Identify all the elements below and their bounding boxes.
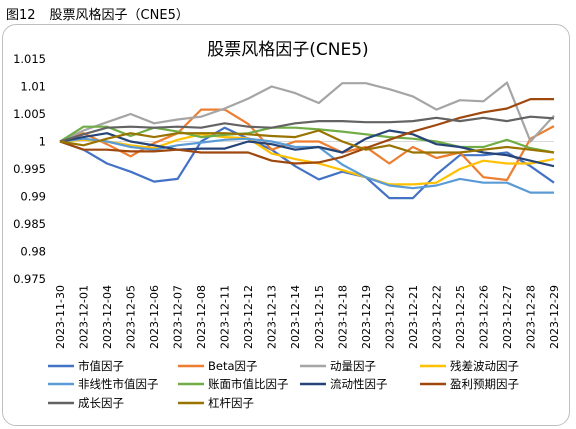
y-tick-label: 0.99 — [20, 190, 46, 204]
figure-caption: 图12 股票风格因子（CNE5） — [6, 4, 203, 23]
legend-label: 残差波动因子 — [450, 359, 519, 373]
y-tick-label: 1 — [39, 135, 46, 149]
series-line-4 — [59, 133, 555, 186]
chart-title: 股票风格因子(CNE5) — [207, 40, 368, 60]
y-tick-label: 0.98 — [20, 245, 46, 259]
x-tick-label: 2023-12-25 — [454, 285, 467, 349]
x-tick-label: 2023-12-01 — [78, 285, 91, 349]
y-tick-label: 1.015 — [13, 52, 46, 66]
series-line-1 — [59, 126, 555, 200]
y-tick-label: 1.005 — [13, 107, 46, 121]
figure-number: 图12 — [6, 8, 36, 23]
x-tick-label: 2023-12-19 — [360, 285, 373, 349]
x-tick-label: 2023-12-12 — [242, 285, 255, 349]
x-tick-label: 2023-12-06 — [148, 285, 161, 349]
x-tick-label: 2023-12-11 — [219, 285, 232, 349]
x-tick-label: 2023-12-29 — [548, 285, 561, 349]
series-line-5 — [59, 137, 554, 194]
legend-label: 流动性因子 — [330, 377, 388, 391]
x-tick-label: 2023-12-07 — [172, 285, 185, 349]
x-tick-label: 2023-12-21 — [407, 285, 420, 349]
legend-label: 动量因子 — [330, 359, 376, 373]
legend-label: 杠杆因子 — [208, 396, 254, 410]
legend-label: 市值因子 — [78, 359, 124, 373]
x-tick-label: 2023-12-04 — [101, 285, 114, 349]
y-tick-label: 0.995 — [13, 162, 46, 176]
x-tick-label: 2023-12-26 — [477, 285, 490, 349]
legend-label: Beta因子 — [208, 359, 258, 373]
series-line-9 — [59, 115, 555, 143]
x-tick-label: 2023-12-05 — [125, 285, 138, 349]
series-line-6 — [59, 125, 555, 154]
x-tick-label: 2023-12-27 — [501, 285, 514, 349]
x-tick-label: 2023-12-20 — [383, 285, 396, 349]
y-tick-label: 0.985 — [13, 217, 46, 231]
x-tick-label: 2023-12-18 — [336, 285, 349, 349]
series-line-8 — [59, 97, 554, 165]
legend-label: 盈利预期因子 — [450, 377, 519, 391]
y-tick-label: 1.01 — [20, 80, 46, 94]
legend-label: 非线性市值因子 — [78, 377, 159, 391]
x-tick-label: 2023-11-30 — [54, 285, 67, 349]
x-tick-label: 2023-12-14 — [289, 285, 302, 349]
series-line-3 — [59, 81, 555, 143]
x-tick-label: 2023-12-22 — [430, 285, 443, 349]
x-tick-label: 2023-12-15 — [313, 285, 326, 349]
series-line-7 — [59, 129, 555, 168]
y-axis: 1.015 1.01 1.005 1 0.995 0.99 0.985 0.98 0.975 — [13, 52, 46, 286]
x-tick-label: 2023-12-28 — [524, 285, 537, 349]
y-tick-label: 0.975 — [13, 272, 46, 286]
legend-label: 账面市值比因子 — [208, 377, 289, 391]
legend-label: 成长因子 — [78, 396, 124, 410]
x-axis: 2023-11-30 2023-12-01 2023-12-04 2023-12-05… — [54, 141, 561, 349]
series-lines — [59, 81, 555, 200]
x-tick-label: 2023-12-13 — [266, 285, 279, 349]
figure-title: 股票风格因子（CNE5） — [49, 8, 189, 23]
x-tick-label: 2023-12-08 — [195, 285, 208, 349]
series-line-10 — [59, 129, 555, 154]
